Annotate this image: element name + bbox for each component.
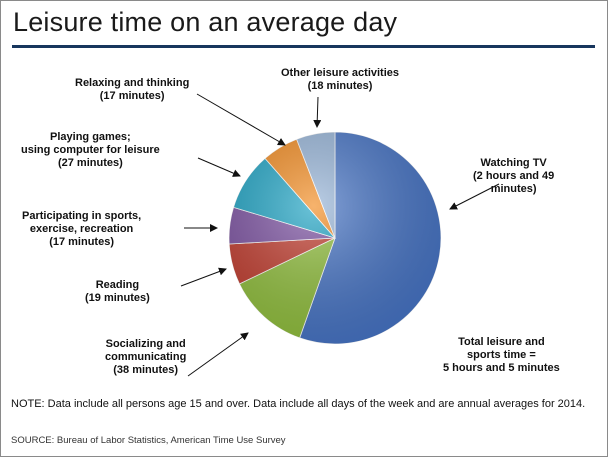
slice-label-games-line: (27 minutes) bbox=[57, 157, 123, 169]
leader-lines bbox=[180, 93, 500, 377]
total-time-label: Total leisure and sports time = 5 hours … bbox=[443, 336, 560, 375]
leader-line-tv bbox=[449, 183, 500, 210]
slice-label-relax-line: Relaxing and thinking bbox=[75, 77, 190, 89]
slice-label-tv-line: minutes) bbox=[490, 183, 537, 195]
slice-label-social-line: communicating bbox=[105, 351, 187, 363]
slice-label-relax: Relaxing and thinking (17 minutes) bbox=[75, 77, 189, 103]
slice-label-other-line: Other leisure activities bbox=[281, 67, 399, 79]
slice-label-games: Playing games; using computer for leisur… bbox=[21, 131, 160, 170]
slice-label-other: Other leisure activities (18 minutes) bbox=[281, 67, 399, 93]
slice-label-social-line: (38 minutes) bbox=[113, 364, 179, 376]
slice-label-other-line: (18 minutes) bbox=[307, 80, 373, 92]
slice-label-social-line: Socializing and bbox=[105, 338, 186, 350]
slice-label-games-line: using computer for leisure bbox=[21, 144, 160, 156]
chart-note: NOTE: Data include all persons age 15 an… bbox=[11, 398, 586, 410]
slice-label-sports-line: (17 minutes) bbox=[49, 236, 114, 248]
slice-label-sports: Participating in sports, exercise, recre… bbox=[22, 210, 141, 249]
slice-label-sports-line: exercise, recreation bbox=[29, 223, 134, 235]
slice-label-reading: Reading (19 minutes) bbox=[85, 279, 150, 305]
slice-label-tv-line: (2 hours and 49 bbox=[473, 170, 555, 182]
leader-line-social bbox=[187, 332, 249, 377]
chart-title: Leisure time on an average day bbox=[13, 7, 398, 37]
slice-label-relax-line: (17 minutes) bbox=[99, 90, 165, 102]
leader-line-games bbox=[197, 157, 241, 177]
slice-label-tv-line: Watching TV bbox=[480, 157, 547, 169]
slice-label-games-line: Playing games; bbox=[50, 131, 131, 143]
total-time-line: Total leisure and bbox=[458, 336, 545, 348]
slice-label-social: Socializing and communicating (38 minute… bbox=[105, 338, 186, 377]
total-time-line: 5 hours and 5 minutes bbox=[443, 362, 560, 374]
leader-line-other bbox=[313, 96, 322, 128]
slice-label-reading-line: Reading bbox=[95, 279, 140, 291]
slice-label-tv: Watching TV (2 hours and 49 minutes) bbox=[473, 157, 554, 196]
total-time-line: sports time = bbox=[466, 349, 536, 361]
leader-line-reading bbox=[180, 267, 227, 287]
chart-source: SOURCE: Bureau of Labor Statistics, Amer… bbox=[11, 435, 286, 446]
slice-label-sports-line: Participating in sports, bbox=[22, 210, 142, 222]
leader-line-relax bbox=[196, 93, 286, 146]
title-underline bbox=[12, 45, 595, 48]
slice-label-reading-line: (19 minutes) bbox=[85, 292, 150, 304]
